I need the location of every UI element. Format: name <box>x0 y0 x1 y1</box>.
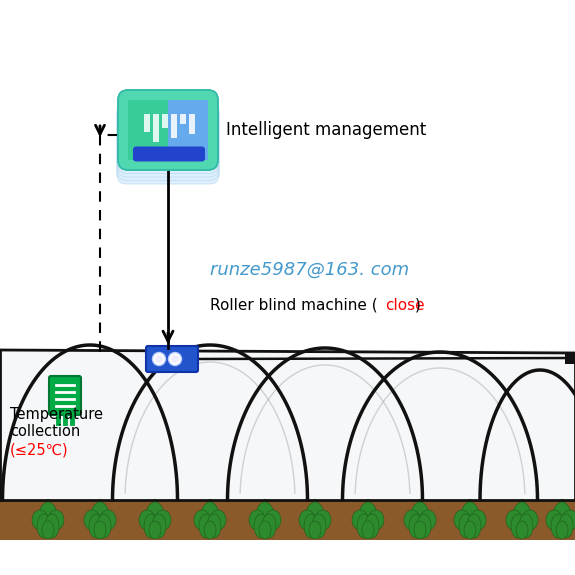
FancyBboxPatch shape <box>118 90 218 170</box>
Bar <box>162 114 168 128</box>
Ellipse shape <box>306 502 324 530</box>
Ellipse shape <box>149 521 161 539</box>
FancyBboxPatch shape <box>128 100 170 160</box>
Ellipse shape <box>315 510 331 530</box>
Ellipse shape <box>91 502 109 530</box>
Ellipse shape <box>265 510 281 530</box>
Ellipse shape <box>470 510 486 530</box>
Ellipse shape <box>194 510 210 530</box>
Ellipse shape <box>48 510 64 530</box>
Ellipse shape <box>556 521 568 539</box>
Ellipse shape <box>262 514 276 538</box>
FancyBboxPatch shape <box>133 147 205 162</box>
Ellipse shape <box>210 510 226 530</box>
Ellipse shape <box>155 510 171 530</box>
Ellipse shape <box>414 521 426 539</box>
Ellipse shape <box>312 514 326 538</box>
Ellipse shape <box>459 514 473 538</box>
Ellipse shape <box>562 510 575 530</box>
Ellipse shape <box>84 510 100 530</box>
Ellipse shape <box>89 514 103 538</box>
FancyBboxPatch shape <box>117 101 219 181</box>
Circle shape <box>155 355 163 363</box>
Bar <box>171 114 177 138</box>
FancyBboxPatch shape <box>118 94 218 174</box>
Ellipse shape <box>254 514 268 538</box>
Circle shape <box>168 352 182 366</box>
Ellipse shape <box>546 510 562 530</box>
Bar <box>189 114 195 134</box>
Ellipse shape <box>100 510 116 530</box>
Ellipse shape <box>464 521 476 539</box>
Text: (≤25℃): (≤25℃) <box>10 443 68 458</box>
Text: runze5987@163. com: runze5987@163. com <box>210 261 409 279</box>
Ellipse shape <box>201 502 219 530</box>
Ellipse shape <box>309 521 321 539</box>
Ellipse shape <box>32 510 48 530</box>
Ellipse shape <box>45 514 59 538</box>
Ellipse shape <box>368 510 384 530</box>
Ellipse shape <box>352 510 368 530</box>
Bar <box>180 114 186 124</box>
Ellipse shape <box>362 521 374 539</box>
Circle shape <box>171 355 179 363</box>
Ellipse shape <box>207 514 221 538</box>
Ellipse shape <box>146 502 164 530</box>
Ellipse shape <box>559 514 573 538</box>
FancyBboxPatch shape <box>49 376 81 415</box>
Ellipse shape <box>357 514 371 538</box>
FancyBboxPatch shape <box>146 346 198 372</box>
Ellipse shape <box>94 521 106 539</box>
FancyBboxPatch shape <box>117 97 218 177</box>
Ellipse shape <box>522 510 538 530</box>
Ellipse shape <box>417 514 431 538</box>
Text: collection: collection <box>10 424 81 439</box>
Text: close: close <box>385 297 424 312</box>
Text: Roller blind machine (: Roller blind machine ( <box>210 297 378 312</box>
Ellipse shape <box>97 514 111 538</box>
Ellipse shape <box>304 514 318 538</box>
Ellipse shape <box>359 502 377 530</box>
Bar <box>0 500 575 540</box>
FancyBboxPatch shape <box>168 100 208 160</box>
Ellipse shape <box>365 514 379 538</box>
Text: Intelligent management: Intelligent management <box>226 121 426 139</box>
Ellipse shape <box>461 502 479 530</box>
Bar <box>565 354 575 364</box>
FancyBboxPatch shape <box>117 104 219 184</box>
Text: Temperature: Temperature <box>10 408 103 423</box>
Ellipse shape <box>199 514 213 538</box>
Ellipse shape <box>204 521 216 539</box>
Ellipse shape <box>467 514 481 538</box>
Ellipse shape <box>420 510 436 530</box>
Ellipse shape <box>519 514 533 538</box>
Ellipse shape <box>256 502 274 530</box>
Text: ): ) <box>415 297 421 312</box>
Circle shape <box>152 352 166 366</box>
Ellipse shape <box>506 510 522 530</box>
Ellipse shape <box>404 510 420 530</box>
Bar <box>144 114 150 132</box>
Ellipse shape <box>39 502 57 530</box>
Ellipse shape <box>553 502 571 530</box>
Ellipse shape <box>516 521 528 539</box>
Ellipse shape <box>551 514 565 538</box>
Ellipse shape <box>299 510 315 530</box>
Ellipse shape <box>409 514 423 538</box>
Ellipse shape <box>259 521 271 539</box>
Bar <box>153 114 159 142</box>
Ellipse shape <box>144 514 158 538</box>
Bar <box>0 350 575 500</box>
Ellipse shape <box>513 502 531 530</box>
Ellipse shape <box>511 514 525 538</box>
Ellipse shape <box>249 510 265 530</box>
Ellipse shape <box>454 510 470 530</box>
Ellipse shape <box>37 514 51 538</box>
Ellipse shape <box>139 510 155 530</box>
Ellipse shape <box>411 502 429 530</box>
Ellipse shape <box>152 514 166 538</box>
Ellipse shape <box>42 521 54 539</box>
